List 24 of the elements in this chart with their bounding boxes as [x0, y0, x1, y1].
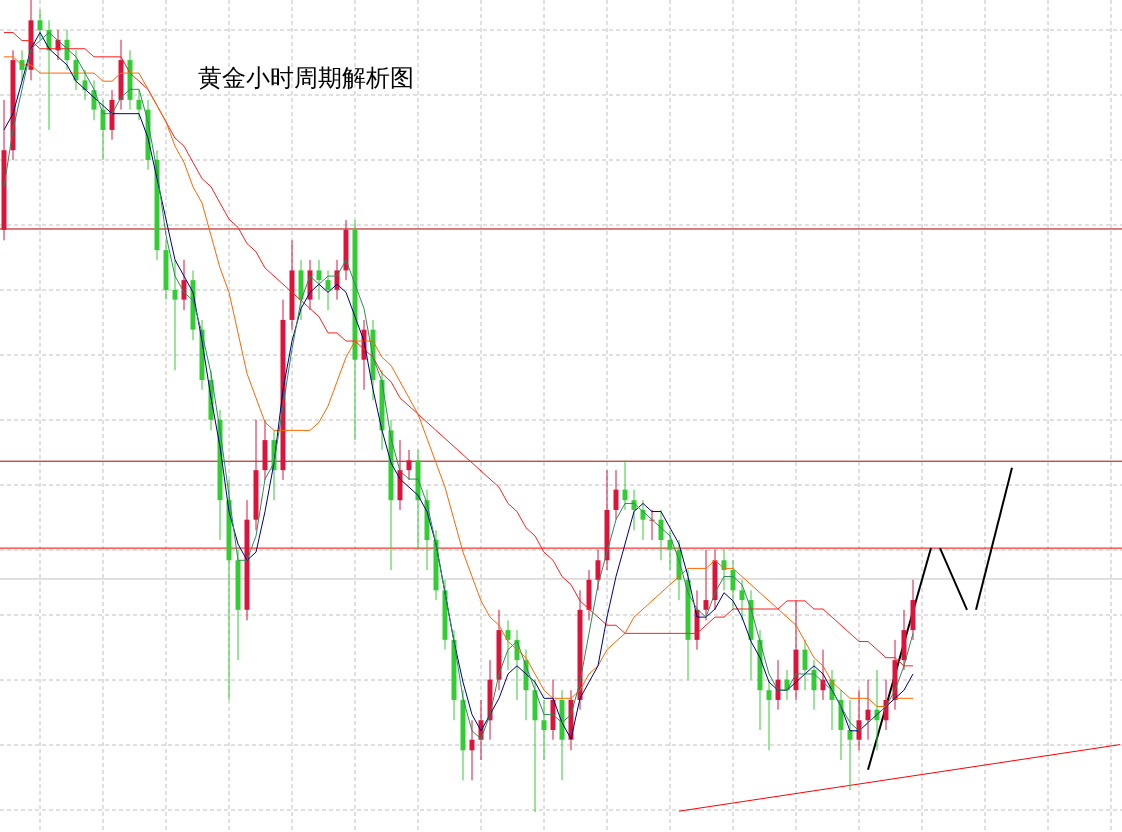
candlestick: [172, 259, 178, 371]
candlestick: [703, 549, 709, 621]
candlestick: [82, 69, 88, 101]
candlestick: [541, 699, 547, 761]
candlestick: [667, 529, 673, 571]
candlestick: [739, 579, 745, 621]
candlestick: [316, 259, 322, 301]
candlestick: [658, 509, 664, 561]
text: 黄金小时周期解析图: [198, 64, 414, 92]
candlestick: [622, 459, 628, 511]
candlestick: [865, 679, 871, 741]
candlestick: [136, 89, 142, 121]
candlestick: [181, 259, 187, 311]
candlestick: [505, 619, 511, 671]
candlestick: [325, 269, 331, 311]
candlestick: [613, 469, 619, 521]
candlestick: [406, 449, 412, 481]
candlestick: [847, 699, 853, 791]
candlestick: [595, 549, 601, 591]
candlestick: [469, 719, 475, 781]
candlestick: [766, 679, 772, 751]
candlestick: [856, 689, 862, 751]
candlestick: [802, 639, 808, 691]
candlestick: [37, 9, 43, 41]
